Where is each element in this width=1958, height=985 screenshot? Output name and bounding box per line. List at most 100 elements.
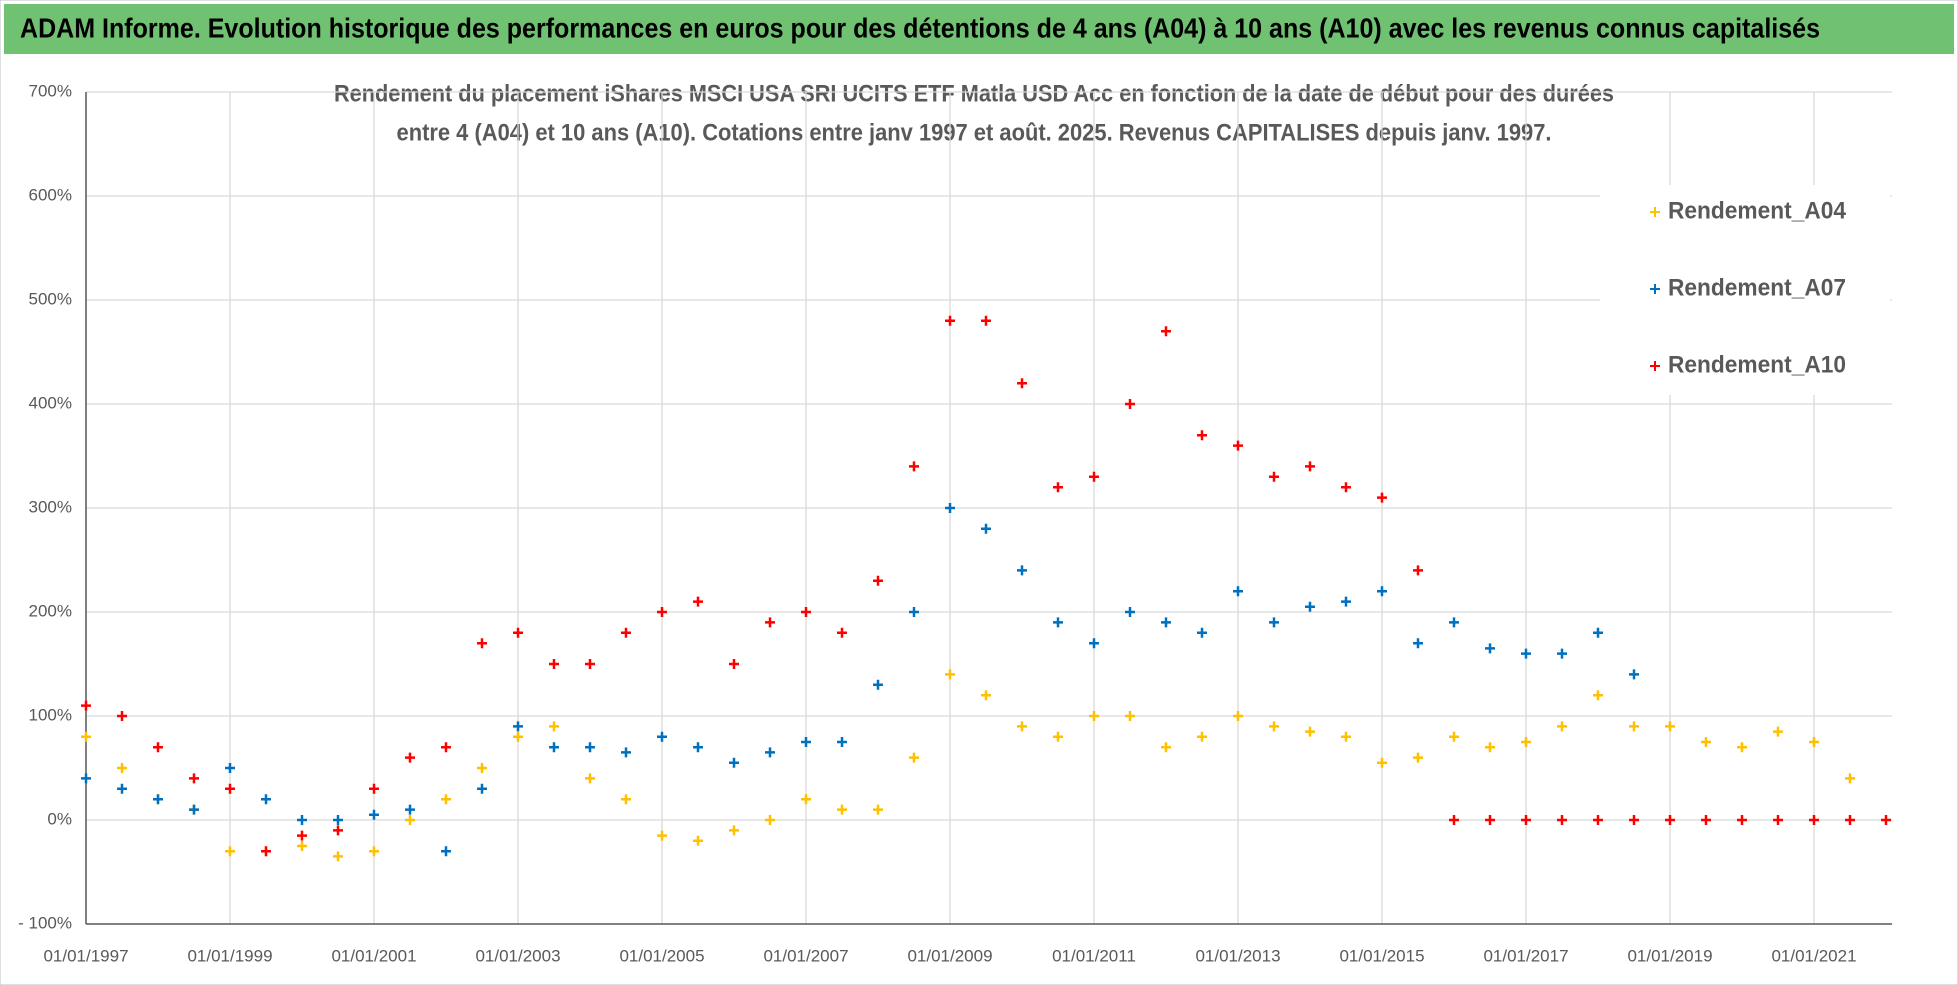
point bbox=[1089, 638, 1099, 649]
point bbox=[81, 700, 91, 711]
point bbox=[1557, 815, 1567, 825]
point bbox=[477, 763, 487, 773]
point bbox=[693, 835, 703, 846]
point bbox=[1629, 669, 1639, 680]
point bbox=[1449, 617, 1459, 628]
point bbox=[1701, 815, 1711, 825]
series bbox=[81, 315, 1891, 857]
point bbox=[1737, 742, 1747, 753]
point bbox=[1269, 721, 1279, 732]
point bbox=[1845, 773, 1855, 784]
point bbox=[1665, 721, 1675, 732]
x-tick-label: 01/01/2013 bbox=[1195, 946, 1280, 965]
point bbox=[549, 742, 559, 753]
point bbox=[1377, 492, 1387, 503]
point bbox=[945, 503, 955, 513]
point bbox=[1233, 711, 1243, 721]
point bbox=[585, 659, 595, 669]
point bbox=[1701, 737, 1711, 747]
point bbox=[621, 794, 631, 805]
point bbox=[333, 825, 343, 836]
point bbox=[1773, 815, 1783, 825]
x-tick-label: 01/01/2007 bbox=[763, 946, 848, 965]
point bbox=[945, 315, 955, 326]
point bbox=[1125, 607, 1135, 617]
x-tick-label: 01/01/2015 bbox=[1339, 946, 1424, 965]
point bbox=[1269, 471, 1279, 482]
point bbox=[729, 825, 739, 836]
header-bar bbox=[4, 4, 1954, 54]
x-tick-label: 01/01/2019 bbox=[1627, 946, 1712, 965]
point bbox=[189, 804, 199, 815]
point bbox=[1737, 815, 1747, 825]
point bbox=[369, 809, 379, 820]
legend-marker bbox=[1650, 207, 1660, 217]
point bbox=[909, 752, 919, 763]
point bbox=[1125, 711, 1135, 721]
point bbox=[1413, 752, 1423, 763]
point bbox=[153, 794, 163, 805]
point bbox=[1017, 721, 1027, 732]
x-tick-label: 01/01/2001 bbox=[331, 946, 416, 965]
x-tick-label: 01/01/1999 bbox=[187, 946, 272, 965]
point bbox=[1377, 757, 1387, 768]
point bbox=[1341, 482, 1351, 493]
legend-label: Rendement_A07 bbox=[1668, 274, 1846, 301]
point bbox=[621, 627, 631, 638]
point bbox=[585, 773, 595, 784]
point bbox=[729, 659, 739, 669]
y-tick-label: 200% bbox=[29, 601, 72, 620]
point bbox=[225, 783, 235, 794]
point bbox=[1809, 815, 1819, 825]
x-tick-label: 01/01/2003 bbox=[475, 946, 560, 965]
legend-marker bbox=[1650, 284, 1660, 294]
point bbox=[117, 711, 127, 721]
point bbox=[1341, 596, 1351, 607]
point bbox=[1233, 586, 1243, 597]
point bbox=[1161, 326, 1171, 337]
point bbox=[477, 638, 487, 649]
point bbox=[1773, 726, 1783, 737]
point bbox=[405, 815, 415, 825]
x-tick-label: 01/01/1997 bbox=[43, 946, 128, 965]
point bbox=[1017, 378, 1027, 389]
x-tick-label: 01/01/2021 bbox=[1771, 946, 1856, 965]
point bbox=[981, 523, 991, 534]
point bbox=[873, 679, 883, 690]
point bbox=[333, 815, 343, 825]
point bbox=[873, 575, 883, 586]
point bbox=[1557, 721, 1567, 732]
point bbox=[1305, 601, 1315, 612]
point bbox=[405, 804, 415, 815]
point bbox=[765, 747, 775, 758]
point bbox=[1449, 815, 1459, 825]
point bbox=[117, 783, 127, 794]
point bbox=[1341, 731, 1351, 742]
point bbox=[513, 731, 523, 742]
point bbox=[297, 830, 307, 841]
point bbox=[1197, 430, 1207, 441]
legend-label: Rendement_A04 bbox=[1668, 197, 1847, 224]
point bbox=[1521, 737, 1531, 747]
point bbox=[1881, 815, 1891, 825]
point bbox=[441, 742, 451, 753]
point bbox=[261, 846, 271, 857]
point bbox=[1629, 721, 1639, 732]
point bbox=[585, 742, 595, 753]
point bbox=[1521, 648, 1531, 659]
point bbox=[1053, 731, 1063, 742]
point bbox=[1125, 399, 1135, 409]
point bbox=[765, 617, 775, 628]
point bbox=[909, 461, 919, 472]
point bbox=[981, 315, 991, 326]
point bbox=[1305, 461, 1315, 472]
series bbox=[81, 503, 1639, 857]
y-tick-label: 500% bbox=[29, 289, 72, 308]
point bbox=[549, 659, 559, 669]
point bbox=[1233, 440, 1243, 451]
point bbox=[81, 773, 91, 784]
point bbox=[837, 737, 847, 747]
legend-box bbox=[1600, 185, 1890, 395]
point bbox=[909, 607, 919, 617]
